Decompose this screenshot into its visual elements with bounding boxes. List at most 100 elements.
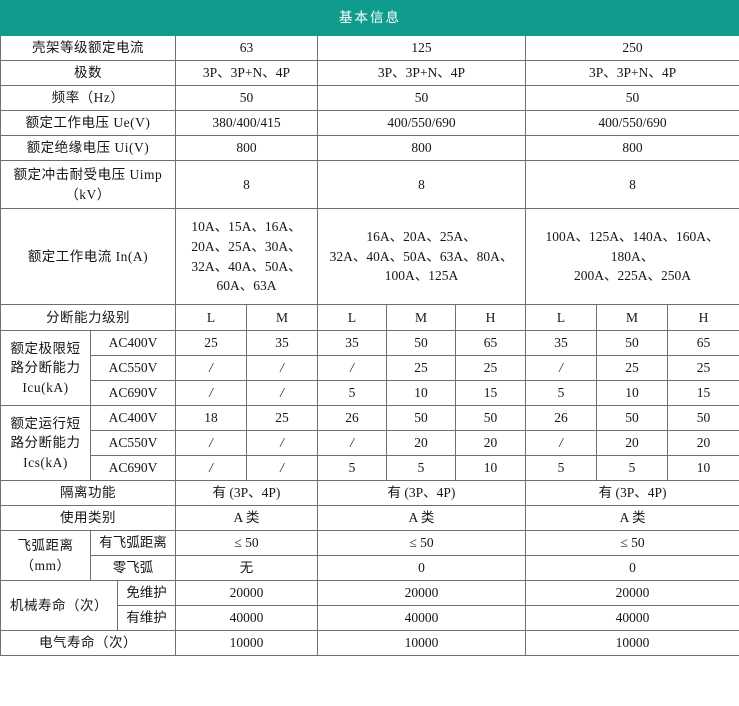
in-current-250-line-2: 200A、225A、250A — [574, 268, 692, 284]
grade-250-H: H — [666, 304, 739, 331]
ics-ac550v-63-L: / — [175, 430, 247, 456]
ics-ac550v-63-M: / — [246, 430, 318, 456]
specification-table: 基本信息 壳架等级额定电流 63 125 250 极数 3P、3P+N、4P 3… — [0, 0, 739, 656]
row-label-in-current: 额定工作电流 In(A) — [0, 208, 176, 305]
table-row-uimp: 额定冲击耐受电压 Uimp（kV） 8 8 8 — [0, 160, 739, 209]
table-row-mechanical-life-maintenance-free: 机械寿命（次） 免维护 20000 20000 20000 — [0, 580, 739, 631]
page-title: 基本信息 — [0, 0, 739, 36]
grade-63-M: M — [246, 304, 318, 331]
row-label-ui: 额定绝缘电压 Ui(V) — [0, 135, 176, 161]
ics-ac690v-125-L: 5 — [317, 455, 387, 481]
icu-ac550v-250-M: 25 — [596, 355, 668, 381]
cell-usage-category-125: A 类 — [317, 505, 526, 531]
table-row-ics-ac690v: AC690V / / 5 5 10 5 5 10 — [1, 455, 739, 481]
cell-electrical-life-250: 10000 — [524, 630, 739, 656]
sublabel-arc-distance-zero: 零飞弧 — [90, 555, 176, 581]
sublabel-ics-ac400v: AC400V — [90, 405, 176, 431]
cell-poles-63: 3P、3P+N、4P — [175, 60, 318, 86]
cell-electrical-life-63: 10000 — [175, 630, 318, 656]
ics-ac550v-125-H: 20 — [455, 430, 526, 456]
icu-ac400v-125-L: 35 — [317, 330, 387, 356]
icu-ac690v-250-H: 15 — [666, 380, 739, 406]
cell-ui-63: 800 — [175, 135, 318, 161]
table-row-usage-category: 使用类别 A 类 A 类 A 类 — [0, 505, 739, 531]
row-label-isolation: 隔离功能 — [0, 480, 176, 506]
table-row-ue: 额定工作电压 Ue(V) 380/400/415 400/550/690 400… — [0, 110, 739, 136]
table-row-poles: 极数 3P、3P+N、4P 3P、3P+N、4P 3P、3P+N、4P — [0, 60, 739, 86]
sublabel-ics-ac690v: AC690V — [90, 455, 176, 481]
cell-in-current-63: 10A、15A、16A、 20A、25A、30A、 32A、40A、50A、 6… — [175, 208, 318, 305]
icu-ac400v-63-L: 25 — [175, 330, 247, 356]
icu-ac550v-250-H: 25 — [666, 355, 739, 381]
ics-ac550v-250-M: 20 — [596, 430, 668, 456]
ics-ac690v-250-M: 5 — [596, 455, 668, 481]
cell-isolation-63: 有 (3P、4P) — [175, 480, 318, 506]
table-row-electrical-life: 电气寿命（次） 10000 10000 10000 — [0, 630, 739, 656]
ics-ac690v-250-L: 5 — [525, 455, 597, 481]
row-label-mechanical-life: 机械寿命（次） — [0, 580, 118, 631]
row-label-uimp-line1: 额定冲击耐受电压 Uimp（kV） — [13, 166, 163, 202]
cell-mechanical-life-free-125: 20000 — [317, 580, 526, 606]
icu-ac400v-125-H: 65 — [455, 330, 526, 356]
ics-ac400v-125-M: 50 — [386, 405, 456, 431]
ics-ac400v-250-L: 26 — [525, 405, 597, 431]
cell-uimp-63: 8 — [175, 160, 318, 209]
cell-arc-distance-with-250: ≤ 50 — [524, 530, 739, 556]
cell-mechanical-life-free-250: 20000 — [524, 580, 739, 606]
sublabel-icu-ac400v: AC400V — [90, 330, 176, 356]
cell-arc-distance-with-125: ≤ 50 — [317, 530, 526, 556]
ics-ac400v-250-M: 50 — [596, 405, 668, 431]
sublabel-ics-ac550v: AC550V — [90, 430, 176, 456]
cell-frame-rating-125: 125 — [317, 35, 526, 61]
cell-frequency-250: 50 — [524, 85, 739, 111]
icu-ac550v-125-H: 25 — [455, 355, 526, 381]
table-row-ics-ac400v: 额定运行短路分断能力 Ics(kA) AC400V 18 25 26 50 50… — [0, 405, 739, 481]
cell-uimp-125: 8 — [317, 160, 526, 209]
icu-ac690v-125-H: 15 — [455, 380, 526, 406]
cell-usage-category-250: A 类 — [524, 505, 739, 531]
in-current-125-line-2: 32A、40A、50A、63A、80A、 — [329, 248, 514, 264]
icu-ac690v-250-L: 5 — [525, 380, 597, 406]
sublabel-icu-ac690v: AC690V — [90, 380, 176, 406]
cell-isolation-125: 有 (3P、4P) — [317, 480, 526, 506]
cell-frequency-63: 50 — [175, 85, 318, 111]
icu-ac690v-63-L: / — [175, 380, 247, 406]
in-current-125-line-1: 16A、20A、25A、 — [366, 229, 477, 245]
ics-ac400v-250-H: 50 — [666, 405, 739, 431]
icu-ac400v-250-L: 35 — [525, 330, 597, 356]
cell-ui-250: 800 — [524, 135, 739, 161]
row-label-uimp: 额定冲击耐受电压 Uimp（kV） — [0, 160, 176, 209]
row-label-usage-category: 使用类别 — [0, 505, 176, 531]
row-label-breaking-grade: 分断能力级别 — [0, 304, 176, 331]
icu-ac550v-125-M: 25 — [386, 355, 456, 381]
table-row-icu-ac550v: AC550V / / / 25 25 / 25 25 — [1, 355, 739, 381]
cell-ue-63: 380/400/415 — [175, 110, 318, 136]
icu-ac690v-125-M: 10 — [386, 380, 456, 406]
ics-ac400v-63-M: 25 — [246, 405, 318, 431]
in-current-63-line-3: 32A、40A、50A、 — [191, 258, 302, 274]
row-label-electrical-life: 电气寿命（次） — [0, 630, 176, 656]
table-row-frame-rating: 壳架等级额定电流 63 125 250 — [0, 35, 739, 61]
grade-63-L: L — [175, 304, 247, 331]
icu-ac690v-250-M: 10 — [596, 380, 668, 406]
cell-arc-distance-zero-250: 0 — [524, 555, 739, 581]
row-label-arc-distance: 飞弧距离 （mm） — [0, 530, 91, 581]
ics-ac550v-125-M: 20 — [386, 430, 456, 456]
table-title-row: 基本信息 — [0, 0, 739, 36]
in-current-63-line-1: 10A、15A、16A、 — [191, 219, 302, 235]
cell-arc-distance-zero-63: 无 — [175, 555, 318, 581]
ics-ac550v-250-L: / — [525, 430, 597, 456]
table-row-arc-distance-zero: 零飞弧 无 0 0 — [1, 555, 739, 581]
cell-arc-distance-zero-125: 0 — [317, 555, 526, 581]
cell-frequency-125: 50 — [317, 85, 526, 111]
ics-ac690v-250-H: 10 — [666, 455, 739, 481]
cell-electrical-life-125: 10000 — [317, 630, 526, 656]
table-row-icu-ac400v: 额定极限短路分断能力 Icu(kA) AC400V 25 35 35 50 65… — [0, 330, 739, 406]
grade-250-M: M — [596, 304, 668, 331]
arc-distance-label-line2: （mm） — [20, 557, 71, 573]
row-label-poles: 极数 — [0, 60, 176, 86]
cell-frame-rating-250: 250 — [524, 35, 739, 61]
ics-ac400v-125-L: 26 — [317, 405, 387, 431]
cell-isolation-250: 有 (3P、4P) — [524, 480, 739, 506]
